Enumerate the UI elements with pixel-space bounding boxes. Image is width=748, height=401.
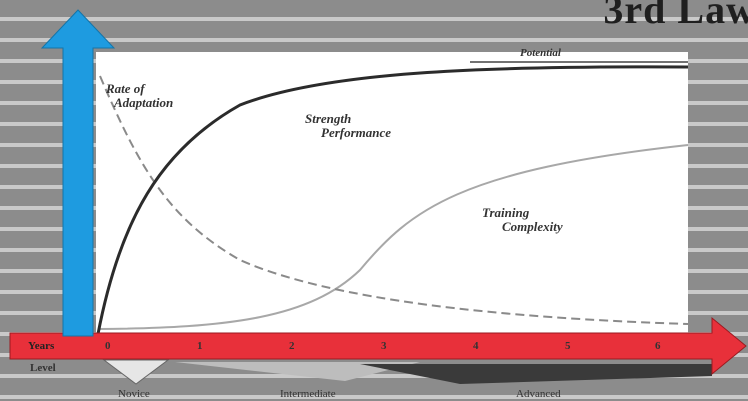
x-axis-arrow [9,316,747,376]
rate-of-adaptation-label-line1: Rate of [106,81,145,96]
x-tick-1: 1 [197,340,203,352]
stage-label-advanced: Advanced [516,388,561,400]
x-tick-3: 3 [381,340,387,352]
rate-of-adaptation-label-line2: Adaptation [114,95,174,110]
x-tick-6: 6 [655,340,661,352]
rate-of-adaptation-curve [99,75,689,325]
training-complexity-curve [97,144,689,330]
potential-label: Potential [520,47,561,59]
training-complexity-label-line1: Training [482,205,530,220]
training-complexity-label-line2: Complexity [502,219,563,234]
intermediate-wedge [175,362,420,381]
diagram-title: 3rd Law [603,0,748,32]
strength-performance-curve [96,65,689,335]
y-axis-arrow [40,9,116,337]
strength-performance-label-line1: Strength [305,111,352,126]
stage-label-intermediate: Intermediate [280,388,336,400]
strength-performance-label: Strength Performance [305,112,391,140]
advanced-wedge [360,364,712,384]
novice-wedge [102,359,170,385]
stage-label-novice: Novice [118,388,150,400]
training-complexity-label: Training Complexity [482,206,563,234]
x-tick-5: 5 [565,340,571,352]
x-tick-4: 4 [473,340,479,352]
y-axis-label: Level [30,362,56,374]
x-tick-2: 2 [289,340,295,352]
plot-area [96,52,688,334]
strength-performance-label-line2: Performance [321,125,392,140]
x-axis-label: Years [28,340,55,352]
rate-of-adaptation-label: Rate of Adaptation [106,82,173,110]
x-tick-0: 0 [105,340,111,352]
